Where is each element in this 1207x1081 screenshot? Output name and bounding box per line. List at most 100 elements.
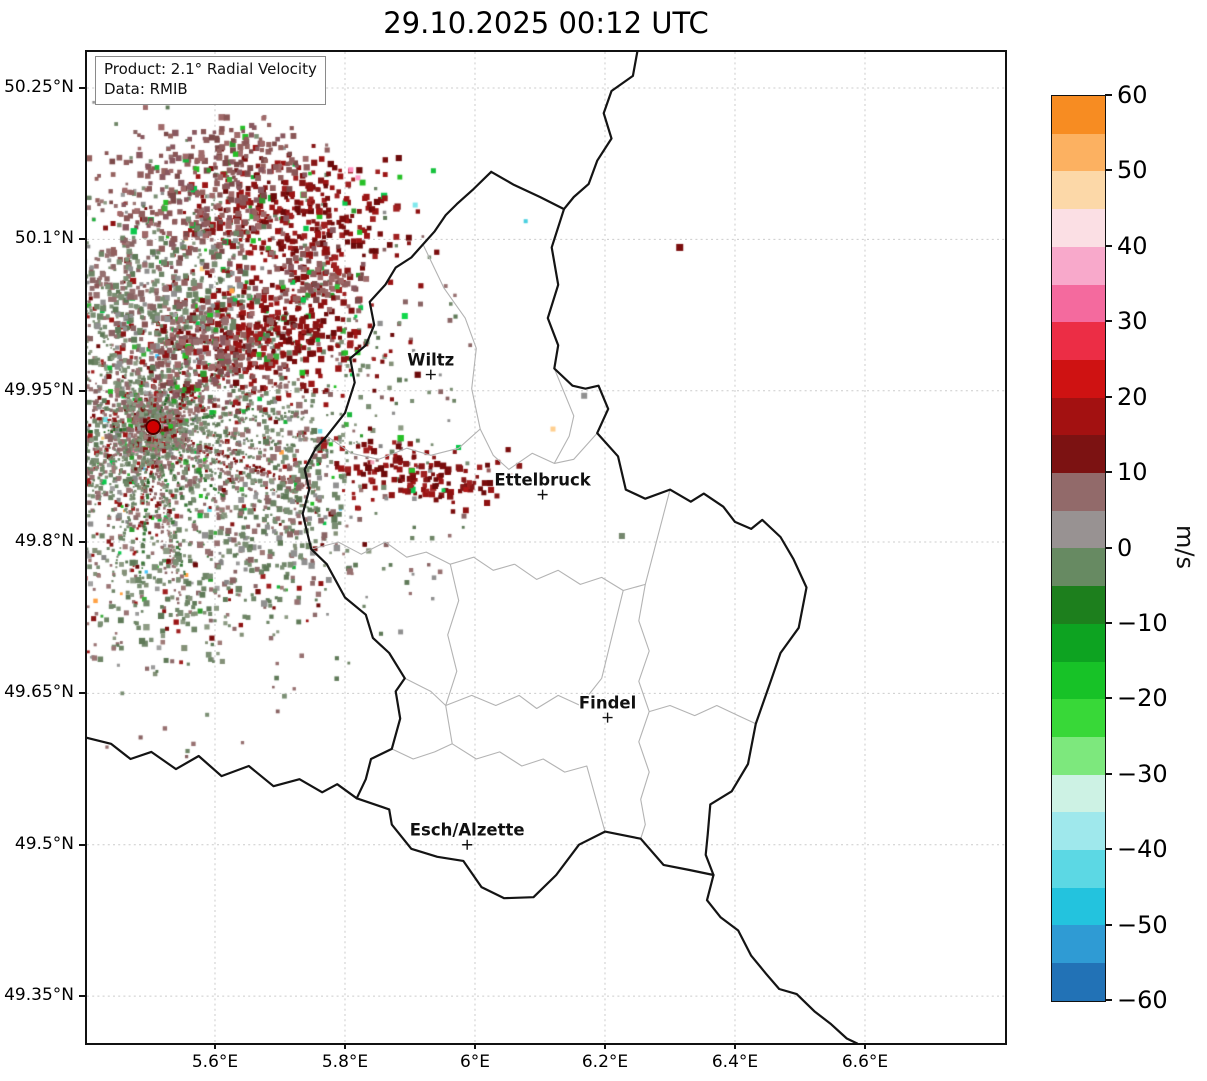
canton-border bbox=[404, 590, 624, 710]
city-marker bbox=[462, 839, 473, 850]
colorbar-band bbox=[1052, 586, 1105, 624]
colorbar-band bbox=[1052, 623, 1105, 662]
colorbar-tick-mark bbox=[1105, 772, 1112, 775]
canton-border bbox=[311, 541, 515, 571]
colorbar-band bbox=[1052, 284, 1105, 323]
city-label: Ettelbruck bbox=[494, 471, 591, 490]
x-tick-mark bbox=[213, 1043, 216, 1049]
colorbar-tick-label: 40 bbox=[1117, 231, 1148, 260]
x-tick-mark bbox=[603, 1043, 606, 1049]
radar-echo-layer bbox=[87, 52, 1005, 1043]
colorbar-tick-label: 50 bbox=[1117, 156, 1148, 185]
x-tick-label: 5.6°E bbox=[191, 1052, 239, 1072]
colorbar-band bbox=[1052, 661, 1105, 700]
y-tick-mark bbox=[79, 843, 85, 846]
france-belgium-border bbox=[87, 736, 358, 800]
y-tick-label: 49.35°N bbox=[4, 985, 74, 1006]
y-tick-mark bbox=[79, 692, 85, 695]
colorbar-band bbox=[1052, 246, 1105, 285]
colorbar-tick-mark bbox=[1105, 999, 1112, 1001]
belgium-germany-border bbox=[562, 52, 639, 211]
product-info-box: Product: 2.1° Radial Velocity Data: RMIB bbox=[95, 56, 326, 105]
map-layer: Wiltz Ettelbruck Findel Esch/Alzette bbox=[87, 52, 859, 1043]
city-marker bbox=[602, 712, 613, 723]
city-label: Wiltz bbox=[407, 351, 454, 370]
colorbar-tick-mark bbox=[1105, 94, 1112, 96]
city-label: Esch/Alzette bbox=[410, 821, 525, 840]
colorbar-tick-mark bbox=[1105, 923, 1112, 926]
colorbar-tick-mark bbox=[1105, 697, 1112, 700]
canton-border bbox=[422, 244, 481, 430]
canton-border bbox=[638, 584, 650, 839]
canton-border bbox=[326, 428, 598, 470]
y-tick-mark bbox=[79, 389, 85, 392]
colorbar-band bbox=[1052, 209, 1105, 247]
colorbar-tick-label: 10 bbox=[1117, 458, 1148, 487]
colorbar-tick-label: −50 bbox=[1117, 910, 1168, 939]
colorbar-tick-mark bbox=[1105, 395, 1112, 398]
colorbar-band bbox=[1052, 322, 1105, 360]
y-tick-mark bbox=[79, 238, 85, 241]
city-marker bbox=[425, 369, 436, 380]
y-tick-mark bbox=[79, 87, 85, 90]
canton-border bbox=[391, 743, 606, 832]
colorbar-band bbox=[1052, 812, 1105, 851]
colorbar-tick-label: −60 bbox=[1117, 986, 1168, 1014]
x-tick-label: 5.8°E bbox=[321, 1052, 369, 1072]
colorbar-band bbox=[1052, 925, 1105, 964]
y-tick-label: 49.95°N bbox=[4, 379, 74, 400]
colorbar-tick-mark bbox=[1105, 848, 1112, 851]
colorbar-band bbox=[1052, 171, 1105, 210]
luxembourg-border bbox=[301, 170, 808, 900]
colorbar-tick-mark bbox=[1105, 169, 1112, 172]
y-tick-label: 50.25°N bbox=[4, 77, 74, 98]
x-tick-label: 6.2°E bbox=[581, 1052, 629, 1072]
colorbar-tick-label: 20 bbox=[1117, 382, 1148, 411]
colorbar-band bbox=[1052, 96, 1105, 134]
colorbar-tick-label: 60 bbox=[1117, 81, 1148, 109]
y-tick-label: 50.1°N bbox=[14, 228, 74, 249]
colorbar-band bbox=[1052, 699, 1105, 737]
colorbar-tick-mark bbox=[1105, 320, 1112, 323]
colorbar-band bbox=[1052, 435, 1105, 474]
colorbar-band bbox=[1052, 133, 1105, 172]
colorbar-band bbox=[1052, 397, 1105, 436]
colorbar-band bbox=[1052, 359, 1105, 398]
y-tick-label: 49.65°N bbox=[4, 682, 74, 703]
france-germany-border bbox=[705, 873, 859, 1043]
x-tick-mark bbox=[343, 1043, 346, 1049]
product-label: Product: 2.1° Radial Velocity bbox=[104, 60, 317, 78]
city-label: Findel bbox=[579, 694, 636, 713]
canton-border bbox=[445, 564, 460, 744]
colorbar-tick-label: −30 bbox=[1117, 759, 1168, 788]
figure-title: 29.10.2025 00:12 UTC bbox=[383, 6, 709, 40]
colorbar-band bbox=[1052, 736, 1105, 775]
y-tick-mark bbox=[79, 995, 85, 998]
colorbar-tick-mark bbox=[1105, 244, 1112, 247]
city-marker bbox=[537, 489, 548, 500]
data-source-label: Data: RMIB bbox=[104, 79, 188, 98]
y-tick-mark bbox=[79, 541, 85, 544]
canton-border bbox=[553, 368, 575, 464]
map-plot: Wiltz Ettelbruck Findel Esch/Alzette Produc… bbox=[85, 50, 1007, 1045]
colorbar-band bbox=[1052, 548, 1105, 587]
colorbar-band bbox=[1052, 963, 1105, 1001]
colorbar-tick-label: −20 bbox=[1117, 684, 1168, 713]
colorbar bbox=[1051, 95, 1106, 1002]
x-tick-mark bbox=[863, 1043, 866, 1049]
colorbar-band bbox=[1052, 473, 1105, 511]
canton-border bbox=[514, 489, 671, 592]
y-tick-label: 49.8°N bbox=[14, 531, 74, 552]
x-tick-mark bbox=[733, 1043, 736, 1049]
colorbar-unit-label: m/s bbox=[1171, 525, 1199, 569]
colorbar-band bbox=[1052, 774, 1105, 813]
colorbar-band bbox=[1052, 887, 1105, 926]
colorbar-tick-label: −10 bbox=[1117, 608, 1168, 637]
y-tick-label: 49.5°N bbox=[14, 833, 74, 854]
colorbar-band bbox=[1052, 850, 1105, 888]
x-tick-label: 6.4°E bbox=[711, 1052, 759, 1072]
colorbar-tick-mark bbox=[1105, 621, 1112, 624]
colorbar-tick-label: −40 bbox=[1117, 835, 1168, 864]
colorbar-band bbox=[1052, 510, 1105, 549]
x-tick-label: 6.6°E bbox=[841, 1052, 889, 1072]
